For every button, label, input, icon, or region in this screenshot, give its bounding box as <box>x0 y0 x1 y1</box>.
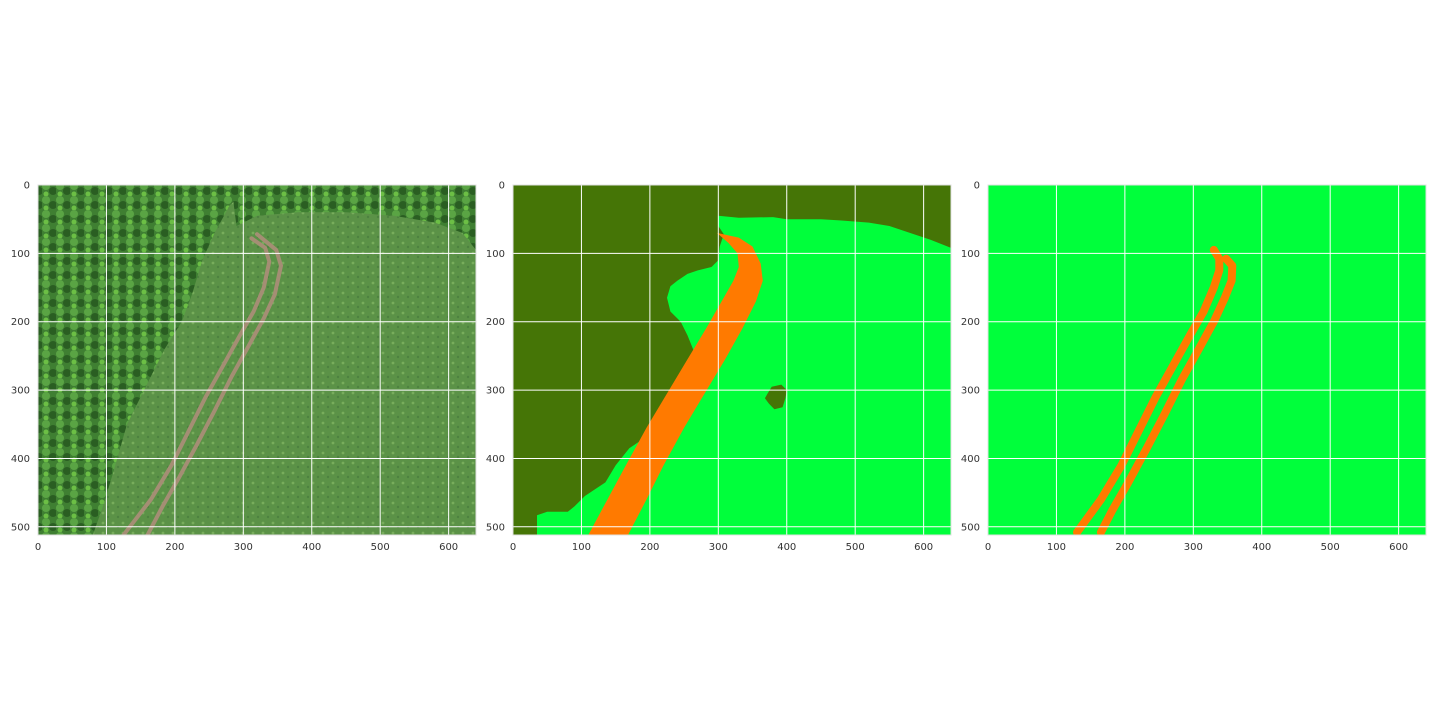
axes-frame <box>512 184 952 536</box>
y-tick-label: 0 <box>974 181 980 192</box>
x-tick-label: 500 <box>1321 542 1340 553</box>
x-tick-label: 500 <box>846 542 865 553</box>
panel-ground-truth-mask: 0 100 200 300 400 500 600 0 100 200 300 400 500 <box>961 181 1427 553</box>
y-tick-label: 0 <box>499 181 505 192</box>
image-area <box>513 185 951 535</box>
y-tick-label: 0 <box>24 181 30 192</box>
y-tick-label: 300 <box>486 386 505 397</box>
x-tick-label: 200 <box>1115 542 1134 553</box>
y-tick-label: 200 <box>11 317 30 328</box>
axes-frame <box>37 184 477 536</box>
x-tick-label: 400 <box>777 542 796 553</box>
panel-predicted-mask: 0 100 200 300 400 500 600 0 100 200 300 400 500 <box>486 181 952 553</box>
axes-frame <box>987 184 1427 536</box>
y-tick-label: 400 <box>486 454 505 465</box>
x-tick-label: 0 <box>35 542 41 553</box>
image-area <box>38 185 476 535</box>
x-tick-label: 100 <box>572 542 591 553</box>
track-right-rut <box>1096 254 1237 535</box>
region-orange-road <box>588 232 763 535</box>
x-tick-label: 400 <box>302 542 321 553</box>
track-right-rut <box>145 232 283 535</box>
y-tick-label: 400 <box>11 454 30 465</box>
y-tick-label: 500 <box>961 522 980 533</box>
x-tick-label: 100 <box>1047 542 1066 553</box>
region-bright-green <box>988 185 1426 535</box>
x-tick-label: 500 <box>371 542 390 553</box>
x-tick-label: 300 <box>1184 542 1203 553</box>
image-area <box>988 185 1426 535</box>
region-trees <box>38 185 244 535</box>
x-tick-label: 200 <box>640 542 659 553</box>
y-tick-label: 400 <box>961 454 980 465</box>
y-tick-label: 100 <box>961 249 980 260</box>
track-left-rut <box>121 236 272 535</box>
y-tick-label: 200 <box>486 317 505 328</box>
x-tick-label: 100 <box>97 542 116 553</box>
x-tick-label: 600 <box>914 542 933 553</box>
y-tick-label: 500 <box>11 522 30 533</box>
x-tick-label: 300 <box>709 542 728 553</box>
x-tick-label: 200 <box>165 542 184 553</box>
x-tick-label: 400 <box>1252 542 1271 553</box>
panel-aerial-photo: 0 100 200 300 400 500 600 0 100 200 300 400 500 <box>11 181 477 553</box>
y-tick-label: 300 <box>11 386 30 397</box>
y-tick-label: 200 <box>961 317 980 328</box>
track-left-rut <box>1073 245 1224 535</box>
x-tick-label: 600 <box>1389 542 1408 553</box>
region-dark-hole <box>764 384 787 410</box>
y-tick-label: 500 <box>486 522 505 533</box>
x-tick-label: 600 <box>439 542 458 553</box>
x-tick-label: 0 <box>510 542 516 553</box>
y-tick-label: 100 <box>11 249 30 260</box>
x-tick-label: 300 <box>234 542 253 553</box>
x-tick-label: 0 <box>985 542 991 553</box>
y-tick-label: 300 <box>961 386 980 397</box>
y-tick-label: 100 <box>486 249 505 260</box>
region-forest-edge-top <box>233 185 476 250</box>
